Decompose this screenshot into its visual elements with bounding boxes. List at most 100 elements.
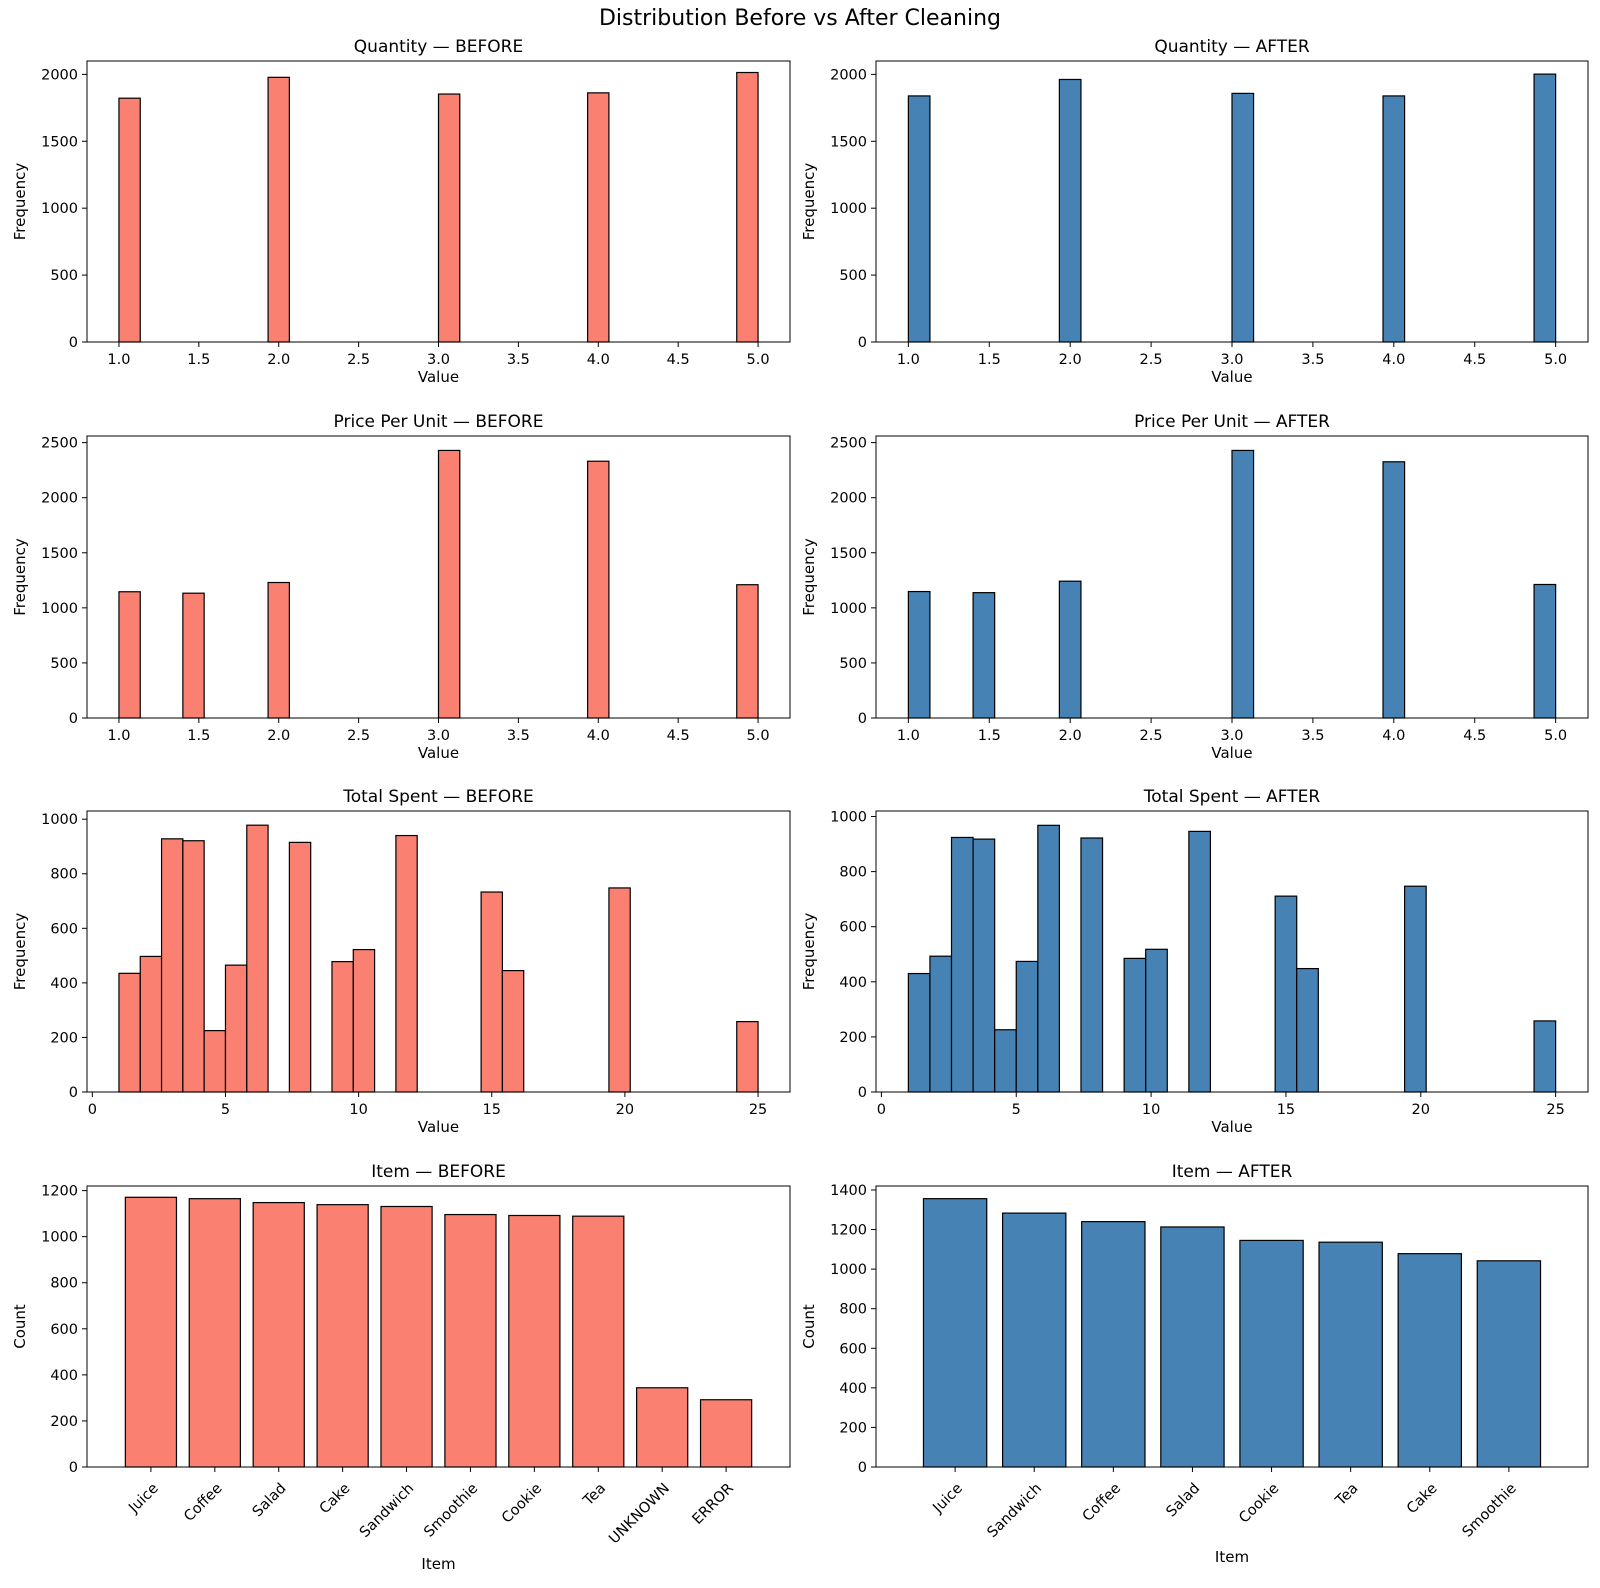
- subplot-title: Item — BEFORE: [371, 1162, 506, 1182]
- category-bar: [1001, 1212, 1067, 1468]
- y-tick-label: 0: [858, 711, 867, 727]
- category-bar: [1239, 1239, 1304, 1468]
- x-tick-label: 1.5: [978, 352, 1001, 368]
- x-tick-label: 3.0: [427, 728, 450, 744]
- y-tick-label: 1500: [41, 546, 78, 562]
- y-tick-label: 2000: [41, 491, 78, 507]
- histogram-bar: [203, 1030, 227, 1093]
- histogram-bar: [907, 972, 931, 1093]
- y-tick-label: 2500: [41, 436, 78, 452]
- x-tick-label: Salad: [250, 1481, 290, 1521]
- x-tick-label: ERROR: [690, 1481, 737, 1528]
- category-bar: [699, 1399, 753, 1468]
- x-tick-label: 15: [483, 1102, 501, 1118]
- y-tick-label: 200: [50, 1414, 78, 1430]
- histogram-bar: [182, 840, 205, 1093]
- y-tick-label: 2500: [830, 436, 867, 452]
- y-axis-label: Frequency: [11, 913, 29, 991]
- x-tick-label: 0: [88, 1102, 97, 1118]
- y-tick-label: 600: [839, 1341, 867, 1357]
- histogram-bar: [1188, 830, 1212, 1093]
- histogram-bar: [118, 97, 141, 343]
- y-axis-label: Frequency: [11, 163, 29, 241]
- x-tick-label: 3.5: [507, 352, 530, 368]
- x-tick-label: 1.0: [897, 352, 920, 368]
- category-bar: [188, 1198, 241, 1468]
- subplot-8: Item — AFTER Juice Sandwich Coffee Salad Cook…: [800, 1162, 1589, 1566]
- y-tick-label: 0: [858, 1085, 867, 1101]
- category-bar: [572, 1215, 625, 1468]
- y-tick-label: 500: [50, 656, 78, 672]
- x-axis-label: Value: [418, 368, 459, 386]
- x-tick-label: 5.0: [747, 728, 770, 744]
- x-tick-label: 2.5: [1140, 352, 1163, 368]
- histogram-bar: [246, 824, 269, 1093]
- y-tick-label: 0: [858, 335, 867, 351]
- x-tick-label: 20: [1412, 1102, 1430, 1118]
- x-tick-label: 4.0: [587, 728, 610, 744]
- histogram-bar: [160, 838, 184, 1093]
- x-axis-label: Value: [1211, 1118, 1252, 1136]
- y-tick-label: 1200: [41, 1184, 78, 1200]
- y-tick-label: 600: [50, 1322, 78, 1338]
- subplot-2: Quantity — AFTER 0 500 1000 1500 2000 1.0 1.5 2.…: [800, 37, 1589, 386]
- y-tick-label: 1400: [830, 1183, 867, 1199]
- subplot-title: Quantity — AFTER: [1154, 37, 1310, 57]
- histogram-bar: [1058, 580, 1082, 719]
- axes-frame: [86, 1185, 791, 1468]
- y-tick-label: 2000: [830, 491, 867, 507]
- histogram-bar: [736, 584, 759, 719]
- x-tick-label: 2.5: [347, 352, 370, 368]
- y-tick-label: 1000: [830, 201, 867, 217]
- x-tick-label: 3.0: [1220, 728, 1243, 744]
- y-tick-label: 0: [69, 711, 78, 727]
- histogram-bar: [736, 71, 759, 343]
- x-tick-label: 10: [1142, 1102, 1160, 1118]
- x-tick-label: 15: [1277, 1102, 1295, 1118]
- x-axis-label: Value: [1211, 744, 1252, 762]
- x-tick-label: 1.5: [978, 728, 1001, 744]
- x-tick-label: Smoothie: [1460, 1480, 1520, 1540]
- histogram-bar: [950, 836, 974, 1093]
- x-tick-label: 25: [749, 1102, 767, 1118]
- x-tick-label: 2.0: [1059, 728, 1082, 744]
- histogram-bar: [139, 955, 163, 1093]
- x-tick-label: 4.0: [587, 352, 610, 368]
- y-tick-label: 1500: [41, 134, 78, 150]
- x-tick-label: 20: [616, 1102, 634, 1118]
- subplot-title: Quantity — BEFORE: [354, 37, 523, 57]
- histogram-bar: [1080, 837, 1104, 1093]
- category-bar: [316, 1204, 369, 1468]
- y-tick-label: 200: [50, 1030, 78, 1046]
- histogram-bar: [1533, 73, 1557, 343]
- axes-frame: [86, 810, 791, 1093]
- y-tick-label: 1000: [41, 601, 78, 617]
- histogram-bar: [352, 948, 376, 1093]
- x-tick-label: 1.0: [897, 728, 920, 744]
- histogram-bar: [1382, 95, 1406, 343]
- x-tick-label: 3.0: [427, 352, 450, 368]
- x-tick-label: 5.0: [747, 352, 770, 368]
- x-axis-label: Value: [418, 1118, 459, 1136]
- y-tick-label: 400: [50, 1368, 78, 1384]
- x-tick-label: Juice: [125, 1480, 161, 1516]
- x-tick-label: 25: [1546, 1102, 1564, 1118]
- y-axis-label: Frequency: [800, 913, 818, 991]
- x-tick-label: 4.5: [1463, 352, 1486, 368]
- category-bar: [1318, 1241, 1383, 1468]
- y-tick-label: 2000: [830, 67, 867, 83]
- histogram-bar: [267, 76, 290, 343]
- y-tick-label: 1000: [41, 1230, 78, 1246]
- x-tick-label: 5.0: [1544, 352, 1567, 368]
- x-tick-label: 3.5: [1301, 728, 1324, 744]
- y-tick-label: 1000: [830, 601, 867, 617]
- subplot-title: Price Per Unit — AFTER: [1134, 412, 1330, 432]
- histogram-bar: [480, 891, 504, 1093]
- y-tick-label: 0: [69, 1085, 78, 1101]
- category-bar: [1081, 1221, 1146, 1468]
- y-tick-label: 500: [839, 656, 867, 672]
- histogram-bar: [587, 92, 610, 343]
- histogram-bar: [1404, 885, 1427, 1093]
